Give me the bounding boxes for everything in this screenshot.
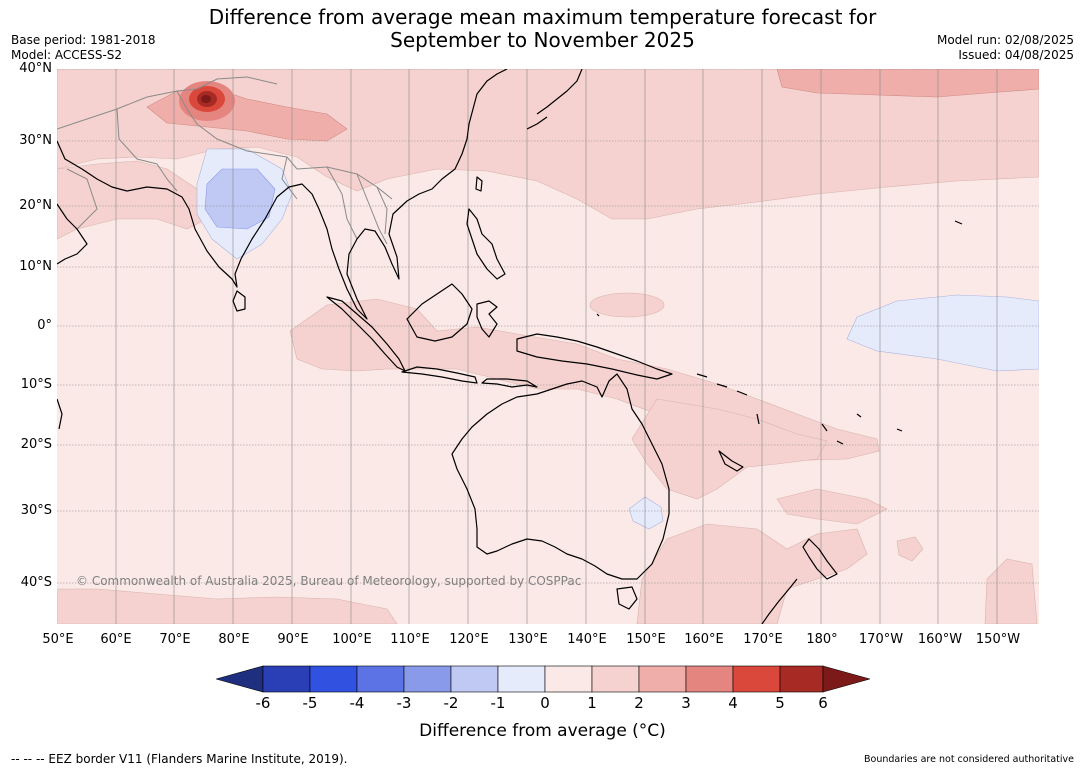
coastlines — [57, 69, 963, 624]
legend-swatch-minus6-minus5 — [262, 665, 311, 693]
legend-swatch-below-minus6 — [216, 665, 264, 693]
lat-label-40n: 40°N — [19, 61, 52, 76]
lon-label-160w: 160°W — [917, 632, 963, 647]
lon-label-130e: 130°E — [508, 632, 548, 647]
country-borders — [57, 76, 393, 245]
eez-note: -- -- -- EEZ border V11 (Flanders Marine… — [11, 752, 348, 766]
lon-label-100e: 100°E — [332, 632, 372, 647]
coastline-taiwan — [475, 176, 483, 192]
lon-label-160e: 160°E — [684, 632, 724, 647]
lon-label-80e: 80°E — [218, 632, 250, 647]
model-run: Model run: 02/08/2025 — [936, 33, 1074, 47]
legend-tick: -6 — [255, 694, 271, 712]
lon-label-180: 180° — [806, 632, 838, 647]
lon-label-70e: 70°E — [159, 632, 191, 647]
lon-label-110e: 110°E — [390, 632, 430, 647]
legend-label: Difference from average (°C) — [419, 721, 666, 741]
legend-tick: 1 — [587, 694, 597, 712]
coastline-new-guinea — [516, 333, 673, 380]
legend-colorbar — [216, 665, 870, 693]
legend-swatch-above-6 — [822, 665, 870, 693]
legend-swatch-1-2 — [591, 665, 640, 693]
lon-label-140e: 140°E — [567, 632, 607, 647]
coastline-lesser-sunda — [481, 378, 538, 388]
anomaly-area-northwest — [57, 160, 208, 240]
map-title-line2: September to November 2025 — [390, 28, 695, 52]
lon-label-60e: 60°E — [100, 632, 132, 647]
legend-swatch-3-4 — [685, 665, 734, 693]
legend-swatch-0-1 — [544, 665, 593, 693]
base-period: Base period: 1981-2018 — [11, 33, 156, 47]
legend-tick: 6 — [818, 694, 828, 712]
coastline-new-caledonia — [718, 450, 744, 472]
anomaly-area-small-patch — [896, 536, 924, 562]
lon-label-170e: 170°E — [743, 632, 783, 647]
coastline-arabia — [57, 203, 88, 265]
legend-swatch-minus1-0 — [497, 665, 546, 693]
lon-label-90e: 90°E — [277, 632, 309, 647]
lon-label-120e: 120°E — [449, 632, 489, 647]
anomaly-area-central-pacific — [589, 292, 665, 318]
issued-date: Issued: 04/08/2025 — [958, 48, 1074, 62]
coastline-asia — [57, 69, 508, 320]
anomaly-area-south-pacific — [636, 523, 868, 624]
coastline-philippines — [466, 208, 506, 280]
legend-swatch-minus3-minus2 — [403, 665, 452, 693]
legend-swatch-5-6 — [779, 665, 824, 693]
legend-tick: 0 — [540, 694, 550, 712]
lat-label-20s: 20°S — [20, 437, 52, 452]
coastline-solomons — [696, 373, 748, 396]
anomaly-area-south-indian — [57, 588, 398, 624]
legend-tick: 3 — [681, 694, 691, 712]
anomaly-area-north-asia — [57, 69, 1039, 220]
lon-label-170w: 170°W — [858, 632, 904, 647]
legend-tick: 4 — [728, 694, 738, 712]
lat-label-10s: 10°S — [20, 377, 52, 392]
legend-swatch-4-5 — [732, 665, 781, 693]
legend-tick: 2 — [634, 694, 644, 712]
lon-label-150w: 150°W — [975, 632, 1021, 647]
legend-swatch-2-3 — [638, 665, 687, 693]
copyright-credit: © Commonwealth of Australia 2025, Bureau… — [76, 574, 581, 588]
legend-swatch-minus5-minus4 — [309, 665, 358, 693]
anomaly-area-tasman — [776, 488, 888, 525]
lat-label-10n: 10°N — [19, 259, 52, 274]
lon-label-150e: 150°E — [626, 632, 666, 647]
lat-label-0: 0° — [37, 318, 52, 333]
legend-tick: -5 — [302, 694, 318, 712]
anomaly-area-northeast — [776, 69, 1039, 98]
anomaly-area-far-south-pacific — [984, 558, 1038, 624]
coastline-pacific-islands — [596, 220, 963, 445]
legend-swatch-minus2-minus1 — [450, 665, 499, 693]
legend-tick: 5 — [775, 694, 785, 712]
legend-tick: -1 — [490, 694, 506, 712]
legend-tick: -4 — [349, 694, 365, 712]
lat-label-30n: 30°N — [19, 133, 52, 148]
coastline-sulawesi — [476, 300, 498, 338]
legend-tick: -3 — [396, 694, 412, 712]
anomaly-cool-pacific — [846, 294, 1039, 372]
anomaly-cooler-india — [204, 168, 276, 230]
coastline-new-zealand — [761, 538, 838, 624]
coastline-tasmania — [616, 586, 638, 610]
lon-label-50e: 50°E — [42, 632, 74, 647]
boundary-disclaimer: Boundaries are not considered authoritat… — [864, 754, 1074, 765]
coastline-borneo — [406, 283, 473, 342]
anomaly-hotspot-core — [201, 95, 211, 103]
legend-tick: -2 — [443, 694, 459, 712]
coastline-sri-lanka — [232, 290, 246, 312]
model-name: Model: ACCESS-S2 — [11, 48, 123, 62]
coastline-japan — [526, 69, 583, 130]
lat-label-20n: 20°N — [19, 198, 52, 213]
legend-swatch-minus4-minus3 — [356, 665, 405, 693]
coastline-africa — [57, 398, 63, 430]
map-title-line1: Difference from average mean maximum tem… — [208, 5, 877, 29]
coastline-java — [401, 366, 478, 384]
coastline-australia — [451, 373, 670, 580]
lat-label-40s: 40°S — [20, 575, 52, 590]
graticule — [57, 69, 1039, 624]
temperature-anomaly-map[interactable]: © Commonwealth of Australia 2025, Bureau… — [57, 69, 1039, 624]
lat-label-30s: 30°S — [20, 503, 52, 518]
